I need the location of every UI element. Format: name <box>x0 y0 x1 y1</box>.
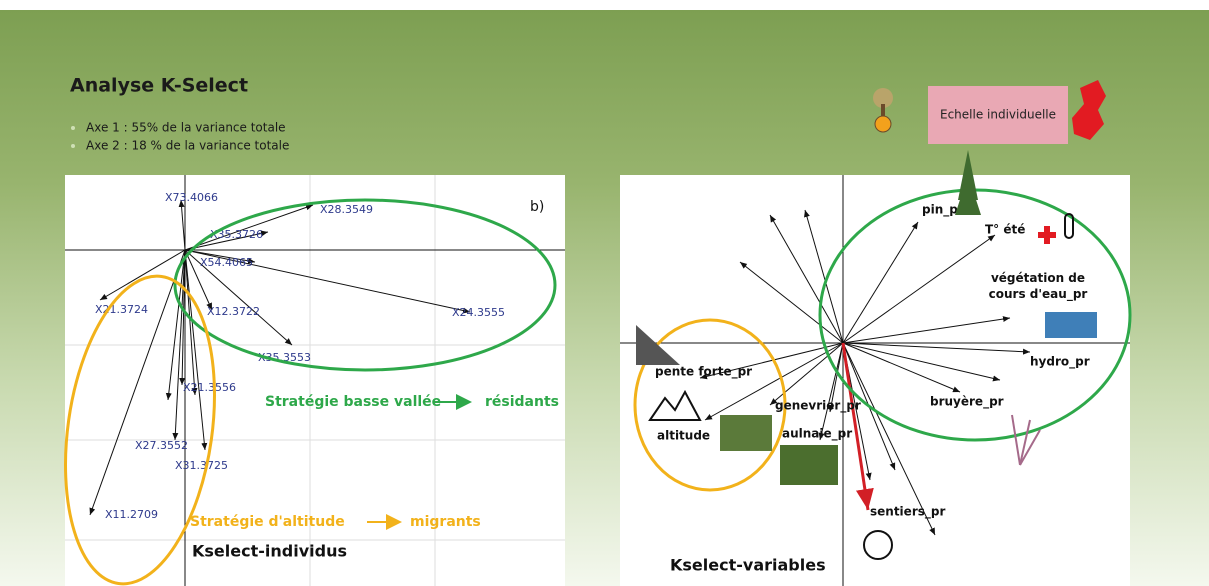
vector-label: X21.3724 <box>95 303 148 316</box>
vector-label: X31.3725 <box>175 459 228 472</box>
vector-label: X35.3726 <box>210 228 263 241</box>
strategy-outcome: migrants <box>410 514 481 530</box>
region-icon <box>1072 80 1106 140</box>
variable-label: pente forte_pr <box>655 365 752 380</box>
vector-label: X27.3552 <box>135 439 188 452</box>
heather-icon <box>1011 414 1041 466</box>
grid <box>65 175 565 586</box>
caption: Kselect-individus <box>192 542 347 561</box>
variable-label: bruyère_pr <box>930 395 1004 410</box>
slope-icon <box>636 325 680 365</box>
hiker-icon <box>863 530 893 560</box>
bullet-dot <box>71 126 75 130</box>
variable-label: genevrier_pr <box>775 399 861 414</box>
variable-label: pin_pr <box>922 203 964 218</box>
cluster-ellipse <box>633 318 787 492</box>
left-panel <box>65 175 565 586</box>
vector-label: X11.2709 <box>105 508 158 521</box>
mountain-icon <box>648 389 702 421</box>
cluster-ellipse <box>173 198 557 372</box>
strategy-label: Stratégie basse vallée <box>265 394 441 410</box>
title: Analyse K-Select <box>70 75 248 97</box>
scale-box <box>928 86 1068 144</box>
tree-icon <box>873 88 893 133</box>
vector-label: X12.3722 <box>207 305 260 318</box>
vector-label: X73.4066 <box>165 191 218 204</box>
vector-label: X54.4065 <box>200 256 253 269</box>
bullet: Axe 2 : 18 % de la variance totale <box>86 139 289 153</box>
pine-icon <box>955 150 981 215</box>
strategy-label: Stratégie d'altitude <box>190 514 345 530</box>
variable-label: hydro_pr <box>1030 355 1090 370</box>
variable-label: altitude <box>657 429 710 443</box>
cross-icon <box>1038 226 1056 244</box>
bullet: Axe 1 : 55% de la variance totale <box>86 121 286 135</box>
vector-label: X24.3555 <box>452 306 505 319</box>
river-icon <box>1045 312 1097 338</box>
variable-label: aulnaie_pr <box>782 427 852 442</box>
cluster-ellipse <box>64 274 216 586</box>
vectors <box>699 209 1031 536</box>
variable-label: sentiers_pr <box>870 505 945 520</box>
alder-photo <box>780 445 838 485</box>
thermometer-icon <box>1064 213 1074 239</box>
vectors <box>89 199 471 516</box>
caption: Kselect-variables <box>670 556 826 575</box>
strategy-outcome: résidants <box>485 394 559 410</box>
variable-label: végétation de cours d'eau_pr <box>988 271 1088 301</box>
panel-label: b) <box>530 199 544 215</box>
juniper-photo <box>720 415 772 451</box>
bullet-dot <box>71 144 75 148</box>
vector-label: X28.3549 <box>320 203 373 216</box>
vector-label: X21.3556 <box>183 381 236 394</box>
scale-label: Echelle individuelle <box>940 108 1056 122</box>
vector-label: X35.3553 <box>258 351 311 364</box>
highlight-vector <box>841 342 874 511</box>
variable-label: T° été <box>985 223 1025 237</box>
